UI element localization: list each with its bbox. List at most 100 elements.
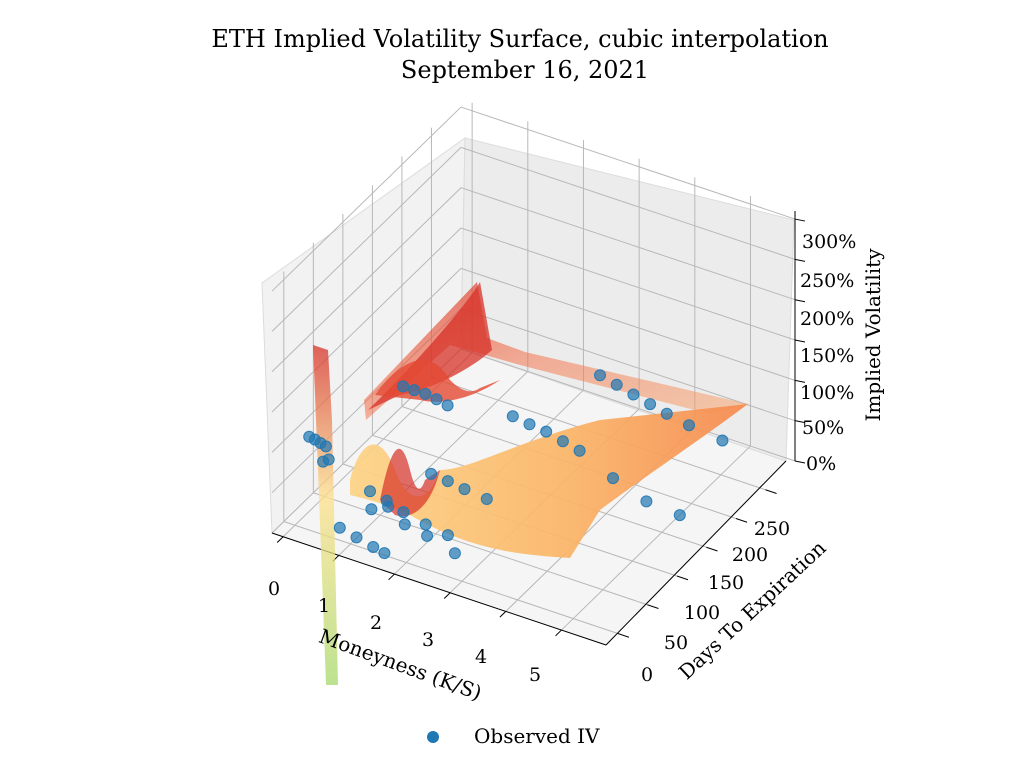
observed-iv-point — [540, 425, 553, 438]
z-gridline — [460, 227, 796, 341]
y-tick-mark — [617, 633, 630, 638]
z-gridline — [460, 267, 796, 381]
axes-3d — [261, 102, 806, 646]
z-gridline — [271, 187, 462, 373]
chart-title: ETH Implied Volatility Surface, cubic in… — [211, 25, 828, 53]
x-gridline — [561, 445, 751, 631]
observed-iv-point — [398, 518, 411, 531]
z-gridline — [460, 106, 796, 220]
observed-iv-point — [441, 529, 454, 542]
z-gridline — [460, 187, 796, 301]
observed-iv-point — [397, 506, 410, 519]
z-tick-label: 100% — [800, 382, 854, 404]
z-tick-label: 150% — [800, 345, 854, 367]
surface-low-moneyness-spike — [313, 345, 338, 685]
observed-iv-point — [408, 384, 421, 397]
y-tick-mark — [765, 489, 777, 494]
y-tick-label: 100 — [684, 602, 720, 624]
observed-iv-point — [419, 518, 432, 531]
observed-iv-point — [683, 419, 695, 432]
y-tick-mark — [735, 518, 748, 523]
observed-iv-point — [365, 503, 378, 516]
x-axis-label: Moneyness (K/S) — [316, 624, 485, 705]
iv-surface — [313, 282, 748, 685]
observed-iv-point — [480, 493, 493, 505]
z-tick-label: 250% — [800, 270, 854, 292]
observed-iv-point — [419, 387, 432, 400]
legend: Observed IV — [427, 724, 600, 748]
z-tick-label: 0% — [806, 453, 836, 475]
observed-iv-point — [610, 378, 623, 391]
observed-iv-point — [607, 472, 619, 485]
x-tick-labels: 0 1 2 3 4 5 — [268, 578, 541, 686]
x-tick-label: 2 — [370, 612, 382, 634]
surface-ridge — [368, 282, 492, 410]
observed-iv-point — [673, 509, 686, 522]
observed-iv-point — [441, 399, 454, 412]
z-gridline — [271, 227, 462, 413]
legend-marker — [427, 731, 439, 743]
x-tick-label: 3 — [422, 629, 434, 651]
y-tick-labels: 0 50 100 150 200 250 — [641, 518, 790, 686]
observed-iv-point — [333, 521, 346, 534]
y-tick-mark — [676, 575, 689, 581]
y-tick-label: 200 — [732, 544, 768, 566]
z-tick-mark — [794, 379, 806, 383]
z-gridline — [271, 106, 462, 292]
observed-iv-point — [627, 388, 640, 401]
z-tick-label: 300% — [802, 231, 856, 253]
x-tick-mark — [443, 592, 451, 599]
y-tick-label: 50 — [664, 632, 688, 654]
x-tick-mark — [499, 611, 507, 618]
observed-iv-point — [367, 541, 380, 553]
y-tick-label: 250 — [754, 518, 790, 540]
observed-iv-point — [421, 529, 434, 542]
y-tick-label: 0 — [641, 664, 653, 686]
observed-iv-point — [448, 547, 461, 560]
z-tick-mark — [794, 420, 806, 424]
observed-iv-point — [556, 435, 569, 448]
z-gridline — [460, 348, 796, 462]
z-gridline — [271, 267, 462, 453]
observed-iv-point — [378, 547, 391, 560]
z-tick-mark — [794, 218, 806, 222]
z-tick-mark — [794, 460, 806, 464]
x-tick-label: 1 — [318, 595, 330, 617]
surface-short-term-fold — [380, 448, 440, 517]
surface-front-sheet — [350, 404, 748, 558]
observed-iv-point — [441, 475, 454, 488]
observed-iv-point — [380, 494, 393, 507]
observed-iv-point — [397, 380, 410, 393]
observed-iv-point — [594, 369, 606, 382]
x-tick-mark — [555, 629, 562, 637]
z-axis-label: Implied Volatility — [861, 248, 885, 422]
y-tick-label: 150 — [708, 572, 744, 594]
observed-iv-point — [430, 393, 443, 406]
y-tick-mark — [647, 604, 659, 609]
observed-iv-point — [319, 440, 332, 453]
x-tick-label: 0 — [268, 578, 280, 600]
x-tick-mark — [276, 536, 284, 543]
x-tick-label: 4 — [475, 646, 487, 668]
z-tick-label: 200% — [800, 308, 854, 330]
z-tick-mark — [794, 258, 806, 262]
observed-iv-point — [350, 531, 363, 544]
observed-iv-point — [364, 485, 376, 498]
z-tick-label: 50% — [802, 417, 844, 439]
z-gridline — [460, 146, 796, 260]
x-tick-label: 5 — [529, 664, 541, 686]
z-gridline — [271, 147, 462, 332]
y-gridline — [283, 521, 618, 634]
y-tick-mark — [706, 546, 718, 552]
z-tick-mark — [794, 299, 806, 303]
observed-iv-point — [573, 444, 586, 457]
observed-iv-point — [425, 467, 438, 480]
x-tick-mark — [388, 573, 395, 581]
observed-iv-point — [660, 407, 673, 420]
observed-iv-point — [523, 418, 536, 431]
chart-subtitle: September 16, 2021 — [401, 56, 649, 84]
legend-label: Observed IV — [474, 724, 600, 748]
observed-iv-point — [506, 410, 519, 423]
observed-iv-point — [458, 483, 471, 496]
